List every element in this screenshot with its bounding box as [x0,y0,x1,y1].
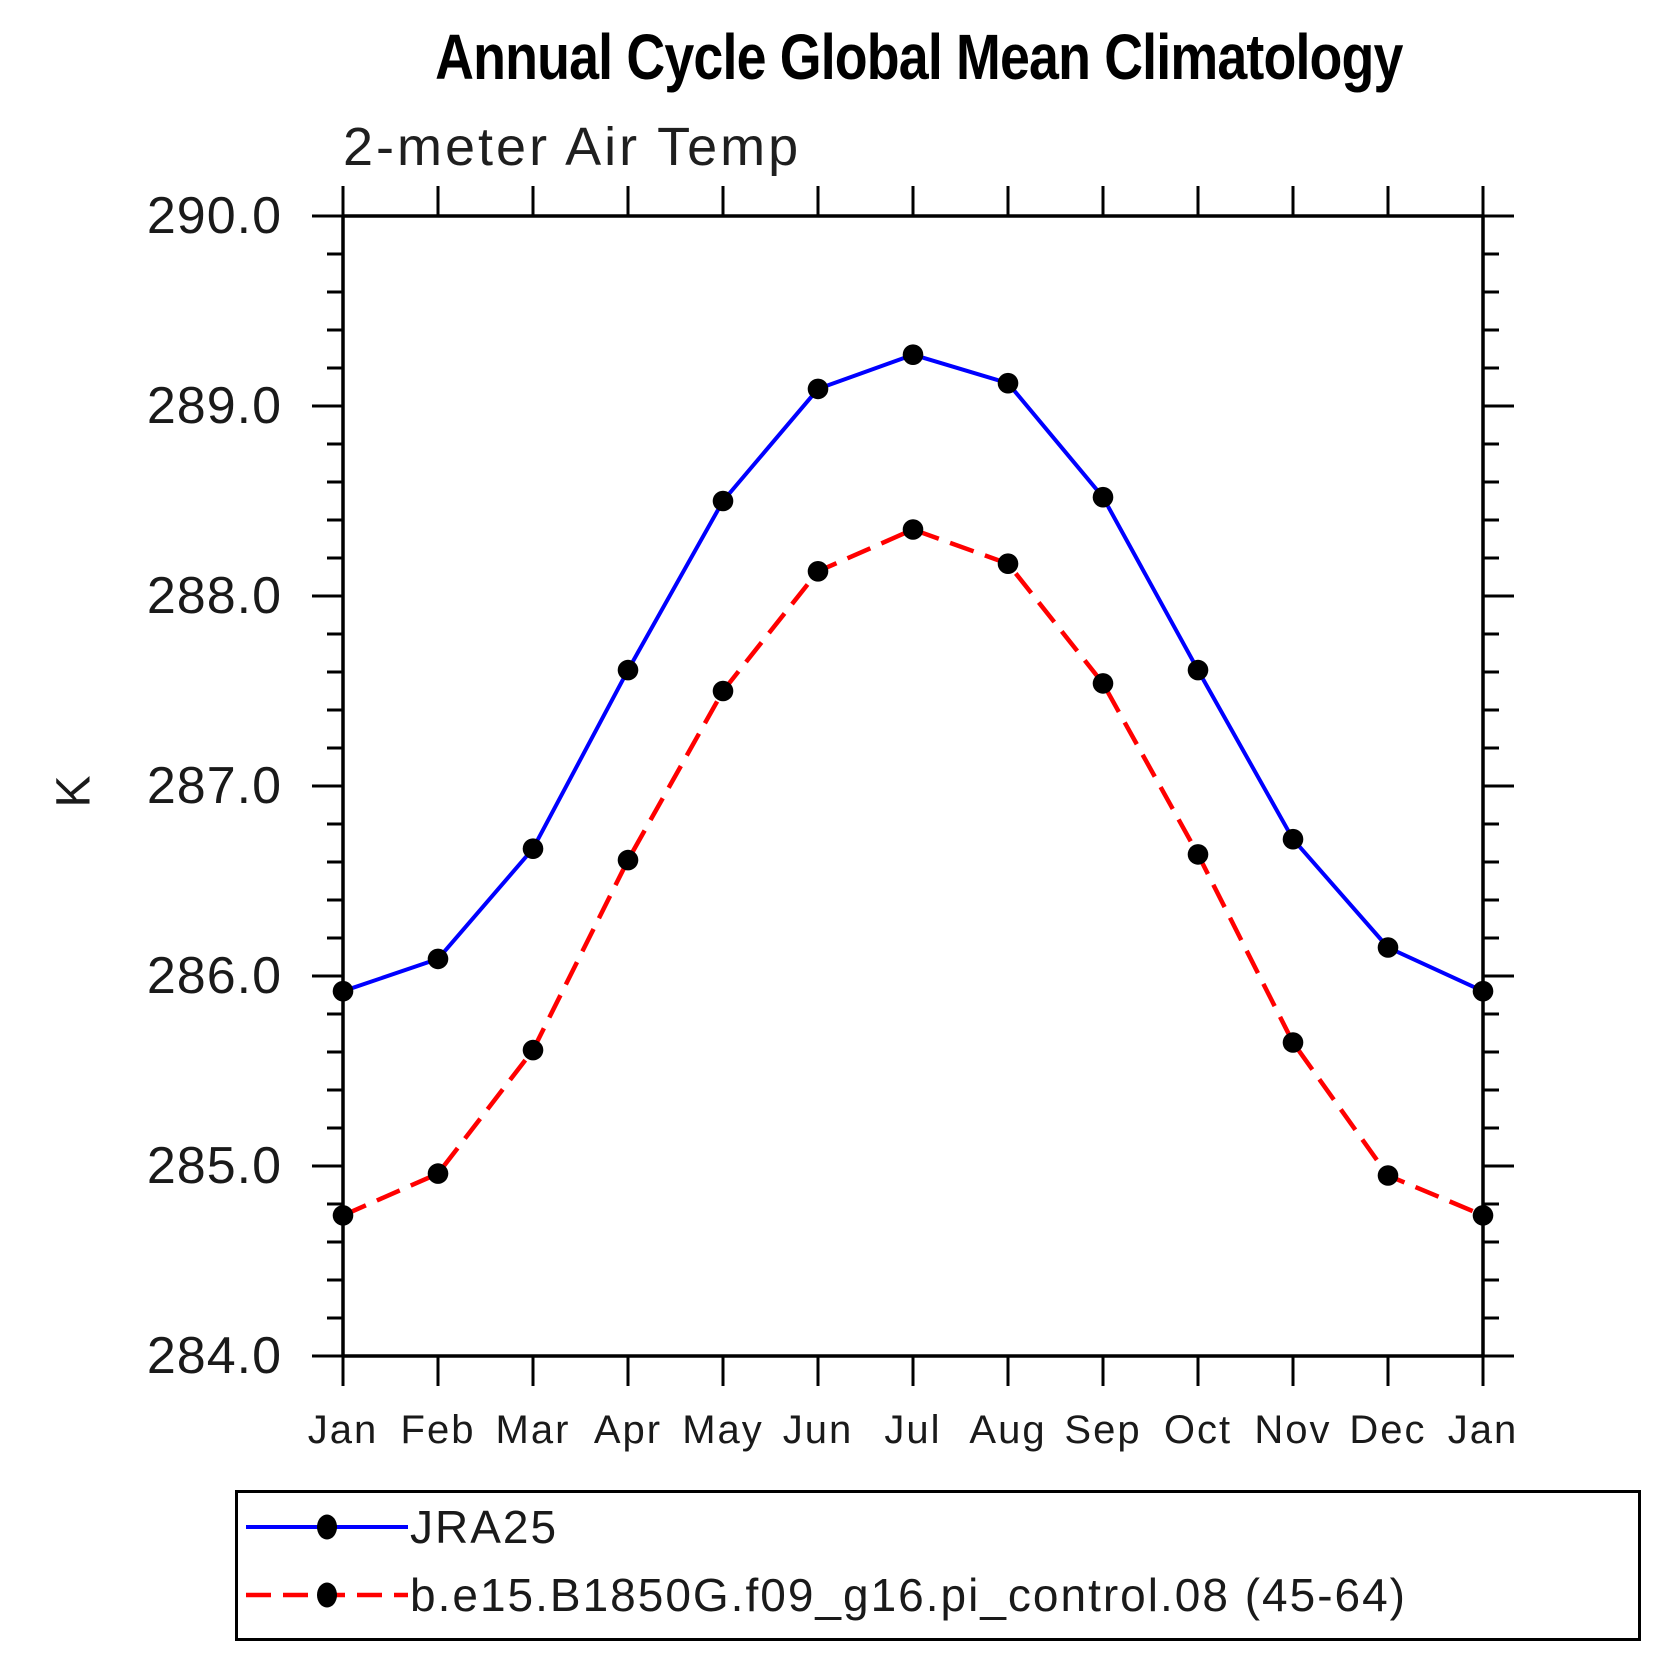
legend-marker-dot-icon [317,1582,337,1608]
legend: JRA25 b.e15.B1850G.f09_g16.pi_control.08… [235,1490,1641,1641]
x-tick-label: Jan [1447,1408,1519,1452]
data-point-marker-series-1 [617,849,639,871]
data-point-marker-series-1 [332,1205,354,1226]
data-point-marker-series-1 [807,561,829,582]
y-tick-label: 285.0 [146,1137,282,1195]
data-point-marker-series-1 [902,519,924,540]
data-point-marker-series-0 [1472,980,1494,1002]
y-tick-label: 284.0 [146,1327,282,1385]
series-line-0 [342,352,1484,994]
data-point-marker-series-1 [522,1039,544,1061]
x-tick-label: Nov [1254,1408,1332,1452]
data-point-marker-series-1 [1472,1205,1494,1226]
data-point-marker-series-0 [1377,937,1399,958]
legend-label: JRA25 [410,1501,559,1553]
data-point-marker-series-0 [997,372,1019,394]
x-tick-label: Jul [884,1408,942,1452]
data-point-marker-series-0 [902,344,924,366]
y-tick-label: 288.0 [146,567,282,625]
legend-item-jra25: JRA25 [244,1497,558,1557]
x-tick-label: May [682,1408,764,1452]
data-point-marker-series-0 [1282,828,1304,850]
x-tick-label: Sep [1064,1408,1142,1452]
data-point-marker-series-0 [522,838,544,859]
data-point-marker-series-1 [1187,844,1209,865]
x-tick-label: Mar [495,1408,571,1452]
x-tick-label: Aug [969,1408,1047,1452]
data-point-marker-series-1 [1092,673,1114,694]
x-tick-label: Jun [782,1408,854,1452]
data-point-marker-series-0 [807,378,829,400]
legend-item-model: b.e15.B1850G.f09_g16.pi_control.08 (45-6… [244,1565,1407,1625]
legend-line-sample-dashed [246,1582,408,1608]
x-tick-label: Dec [1349,1408,1427,1452]
x-tick-label: Feb [400,1408,476,1452]
chart-subtitle: 2-meter Air Temp [343,117,802,177]
y-tick-label: 290.0 [146,187,282,245]
data-point-marker-series-1 [712,680,734,702]
data-point-marker-series-0 [1187,659,1209,681]
page-title-text: Annual Cycle Global Mean Climatology [435,21,1403,93]
data-point-marker-series-1 [1377,1165,1399,1186]
data-point-marker-series-0 [617,659,639,681]
data-point-marker-series-1 [997,553,1019,574]
data-point-marker-series-0 [1092,486,1114,508]
legend-marker-dot-icon [317,1514,337,1540]
x-tick-label: Jan [307,1408,379,1452]
data-point-marker-series-0 [332,980,354,1002]
y-tick-label: 289.0 [146,377,282,435]
data-point-marker-series-0 [427,948,449,970]
y-tick-label: 286.0 [146,947,282,1005]
data-point-marker-series-1 [1282,1032,1304,1053]
x-tick-label: Oct [1163,1408,1233,1452]
legend-label: b.e15.B1850G.f09_g16.pi_control.08 (45-6… [410,1569,1407,1621]
y-tick-label: 287.0 [146,757,282,815]
data-point-marker-series-1 [427,1163,449,1184]
data-point-marker-series-0 [712,490,734,512]
legend-line-sample-solid [246,1514,408,1540]
x-tick-label: Apr [593,1408,663,1452]
page-title: Annual Cycle Global Mean Climatology [343,20,1483,94]
